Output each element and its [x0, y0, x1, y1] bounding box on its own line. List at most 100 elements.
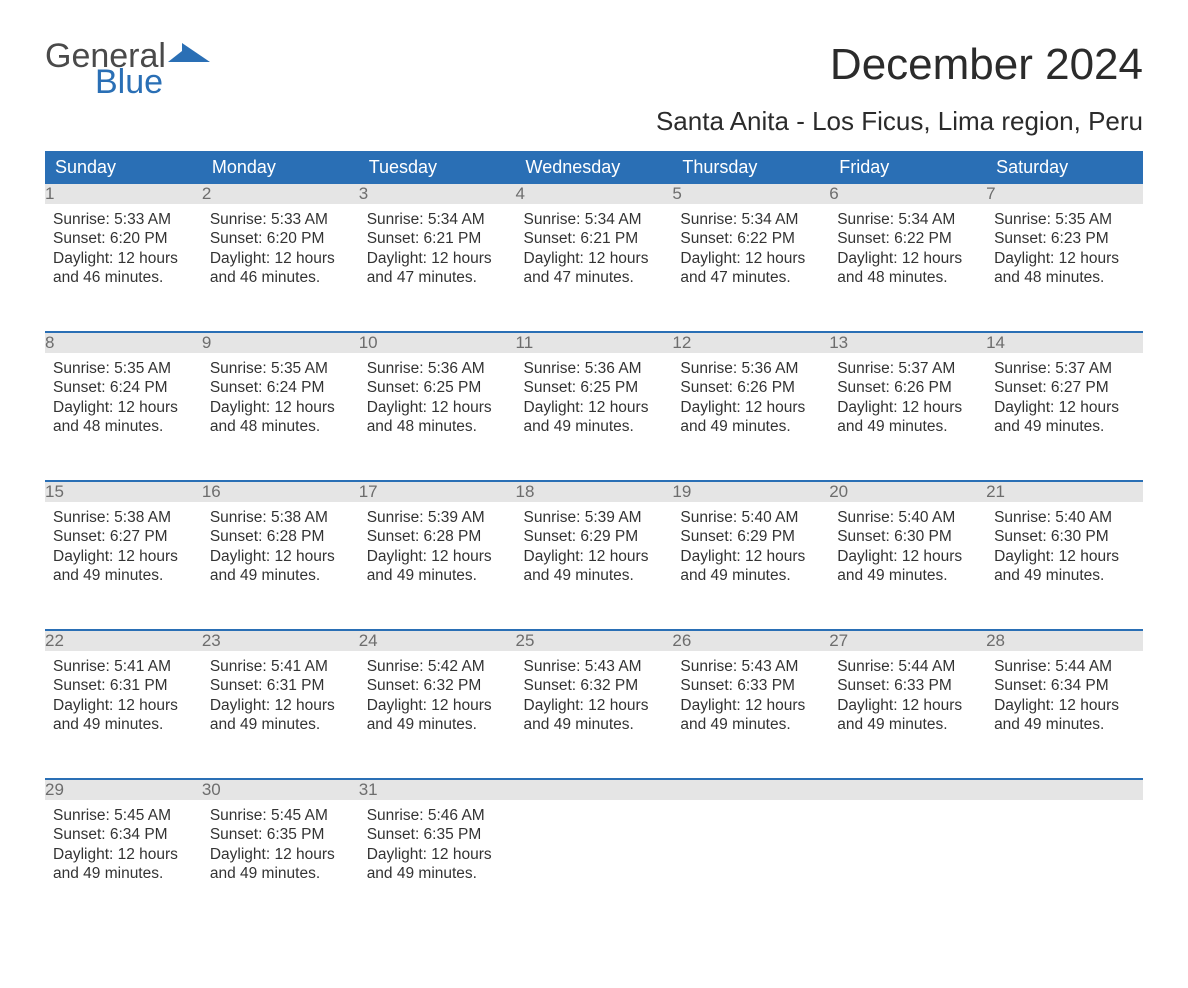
daylight-line-1: Daylight: 12 hours	[837, 696, 978, 715]
week-row: Sunrise: 5:41 AMSunset: 6:31 PM Daylight:…	[45, 651, 1143, 779]
sunrise-line: Sunrise: 5:34 AM	[837, 210, 978, 229]
day-cell	[986, 800, 1143, 928]
daylight-line-2: and 46 minutes.	[53, 268, 194, 287]
sunset-line: Sunset: 6:20 PM	[210, 229, 351, 248]
daylight-line-1: Daylight: 12 hours	[837, 547, 978, 566]
day-number: 12	[672, 333, 829, 353]
day-content: Sunrise: 5:40 AMSunset: 6:29 PMDaylight:…	[672, 502, 829, 586]
day-number	[986, 780, 1143, 800]
day-number: 9	[202, 333, 359, 353]
day-content: Sunrise: 5:37 AMSunset: 6:26 PMDaylight:…	[829, 353, 986, 437]
daylight-line-2: and 49 minutes.	[994, 715, 1135, 734]
daylight-line-2: and 49 minutes.	[53, 864, 194, 883]
sunset-line: Sunset: 6:34 PM	[53, 825, 194, 844]
sunset-line: Sunset: 6:27 PM	[53, 527, 194, 546]
sunrise-line: Sunrise: 5:41 AM	[210, 657, 351, 676]
sunset-line: Sunset: 6:21 PM	[367, 229, 508, 248]
daylight-line-2: and 49 minutes.	[210, 864, 351, 883]
day-cell: Sunrise: 5:34 AMSunset: 6:22 PMDaylight:…	[672, 204, 829, 332]
sunset-line: Sunset: 6:22 PM	[680, 229, 821, 248]
daylight-line-2: and 48 minutes.	[837, 268, 978, 287]
daylight-line-1: Daylight: 12 hours	[524, 696, 665, 715]
daylight-line-2: and 47 minutes.	[524, 268, 665, 287]
day-number: 16	[202, 482, 359, 502]
sunset-line: Sunset: 6:31 PM	[210, 676, 351, 695]
daylight-line-2: and 47 minutes.	[680, 268, 821, 287]
day-cell: Sunrise: 5:33 AMSunset: 6:20 PMDaylight:…	[202, 204, 359, 332]
day-number-row: 22232425262728	[45, 631, 1143, 651]
day-number: 22	[45, 631, 202, 651]
daylight-line-1: Daylight: 12 hours	[680, 398, 821, 417]
day-content: Sunrise: 5:40 AMSunset: 6:30 PMDaylight:…	[986, 502, 1143, 586]
title-block: December 2024 Santa Anita - Los Ficus, L…	[656, 40, 1143, 137]
day-content: Sunrise: 5:37 AMSunset: 6:27 PMDaylight:…	[986, 353, 1143, 437]
calendar-table: Sunday Monday Tuesday Wednesday Thursday…	[45, 151, 1143, 928]
day-cell: Sunrise: 5:41 AMSunset: 6:31 PMDaylight:…	[45, 651, 202, 779]
sunset-line: Sunset: 6:27 PM	[994, 378, 1135, 397]
sunrise-line: Sunrise: 5:40 AM	[680, 508, 821, 527]
day-cell: Sunrise: 5:34 AMSunset: 6:22 PMDaylight:…	[829, 204, 986, 332]
sunset-line: Sunset: 6:30 PM	[994, 527, 1135, 546]
day-content: Sunrise: 5:34 AMSunset: 6:21 PMDaylight:…	[359, 204, 516, 288]
day-number: 5	[672, 184, 829, 204]
weekday-header: Thursday	[672, 151, 829, 184]
daylight-line-2: and 49 minutes.	[367, 566, 508, 585]
day-number: 1	[45, 184, 202, 204]
day-content: Sunrise: 5:38 AMSunset: 6:27 PMDaylight:…	[45, 502, 202, 586]
daylight-line-2: and 49 minutes.	[837, 417, 978, 436]
daylight-line-1: Daylight: 12 hours	[210, 398, 351, 417]
day-number: 30	[202, 780, 359, 800]
sunset-line: Sunset: 6:33 PM	[680, 676, 821, 695]
day-content: Sunrise: 5:35 AMSunset: 6:24 PMDaylight:…	[45, 353, 202, 437]
day-cell: Sunrise: 5:38 AMSunset: 6:28 PMDaylight:…	[202, 502, 359, 630]
sunset-line: Sunset: 6:35 PM	[210, 825, 351, 844]
sunrise-line: Sunrise: 5:40 AM	[837, 508, 978, 527]
daylight-line-1: Daylight: 12 hours	[367, 547, 508, 566]
daylight-line-1: Daylight: 12 hours	[680, 547, 821, 566]
day-content: Sunrise: 5:40 AMSunset: 6:30 PMDaylight:…	[829, 502, 986, 586]
day-content: Sunrise: 5:44 AMSunset: 6:33 PMDaylight:…	[829, 651, 986, 735]
weekday-header: Wednesday	[516, 151, 673, 184]
weekday-header: Monday	[202, 151, 359, 184]
daylight-line-2: and 49 minutes.	[524, 715, 665, 734]
day-cell: Sunrise: 5:40 AMSunset: 6:30 PMDaylight:…	[829, 502, 986, 630]
day-number: 2	[202, 184, 359, 204]
calendar-head: Sunday Monday Tuesday Wednesday Thursday…	[45, 151, 1143, 184]
day-content: Sunrise: 5:35 AMSunset: 6:24 PMDaylight:…	[202, 353, 359, 437]
sunrise-line: Sunrise: 5:46 AM	[367, 806, 508, 825]
day-number: 18	[516, 482, 673, 502]
weekday-header: Sunday	[45, 151, 202, 184]
weekday-header: Friday	[829, 151, 986, 184]
day-number-row: 1234567	[45, 184, 1143, 204]
sunrise-line: Sunrise: 5:37 AM	[994, 359, 1135, 378]
daylight-line-1: Daylight: 12 hours	[524, 547, 665, 566]
sunrise-line: Sunrise: 5:44 AM	[837, 657, 978, 676]
daylight-line-1: Daylight: 12 hours	[53, 845, 194, 864]
daylight-line-2: and 48 minutes.	[994, 268, 1135, 287]
day-number: 27	[829, 631, 986, 651]
day-number: 14	[986, 333, 1143, 353]
day-number: 28	[986, 631, 1143, 651]
sunrise-line: Sunrise: 5:33 AM	[210, 210, 351, 229]
day-cell: Sunrise: 5:35 AMSunset: 6:23 PMDaylight:…	[986, 204, 1143, 332]
day-cell: Sunrise: 5:33 AMSunset: 6:20 PMDaylight:…	[45, 204, 202, 332]
day-cell: Sunrise: 5:36 AMSunset: 6:26 PMDaylight:…	[672, 353, 829, 481]
day-content: Sunrise: 5:34 AMSunset: 6:22 PMDaylight:…	[672, 204, 829, 288]
sunset-line: Sunset: 6:32 PM	[524, 676, 665, 695]
daylight-line-2: and 49 minutes.	[524, 566, 665, 585]
daylight-line-2: and 47 minutes.	[367, 268, 508, 287]
daylight-line-2: and 49 minutes.	[53, 566, 194, 585]
day-cell	[672, 800, 829, 928]
day-content: Sunrise: 5:41 AMSunset: 6:31 PMDaylight:…	[202, 651, 359, 735]
daylight-line-2: and 49 minutes.	[367, 715, 508, 734]
week-row: Sunrise: 5:35 AMSunset: 6:24 PMDaylight:…	[45, 353, 1143, 481]
day-cell: Sunrise: 5:37 AMSunset: 6:26 PMDaylight:…	[829, 353, 986, 481]
day-cell: Sunrise: 5:40 AMSunset: 6:30 PMDaylight:…	[986, 502, 1143, 630]
day-number	[829, 780, 986, 800]
daylight-line-2: and 49 minutes.	[210, 715, 351, 734]
day-cell: Sunrise: 5:46 AMSunset: 6:35 PMDaylight:…	[359, 800, 516, 928]
daylight-line-1: Daylight: 12 hours	[210, 845, 351, 864]
brand-logo: General Blue	[45, 40, 210, 98]
sunset-line: Sunset: 6:35 PM	[367, 825, 508, 844]
daylight-line-2: and 49 minutes.	[524, 417, 665, 436]
